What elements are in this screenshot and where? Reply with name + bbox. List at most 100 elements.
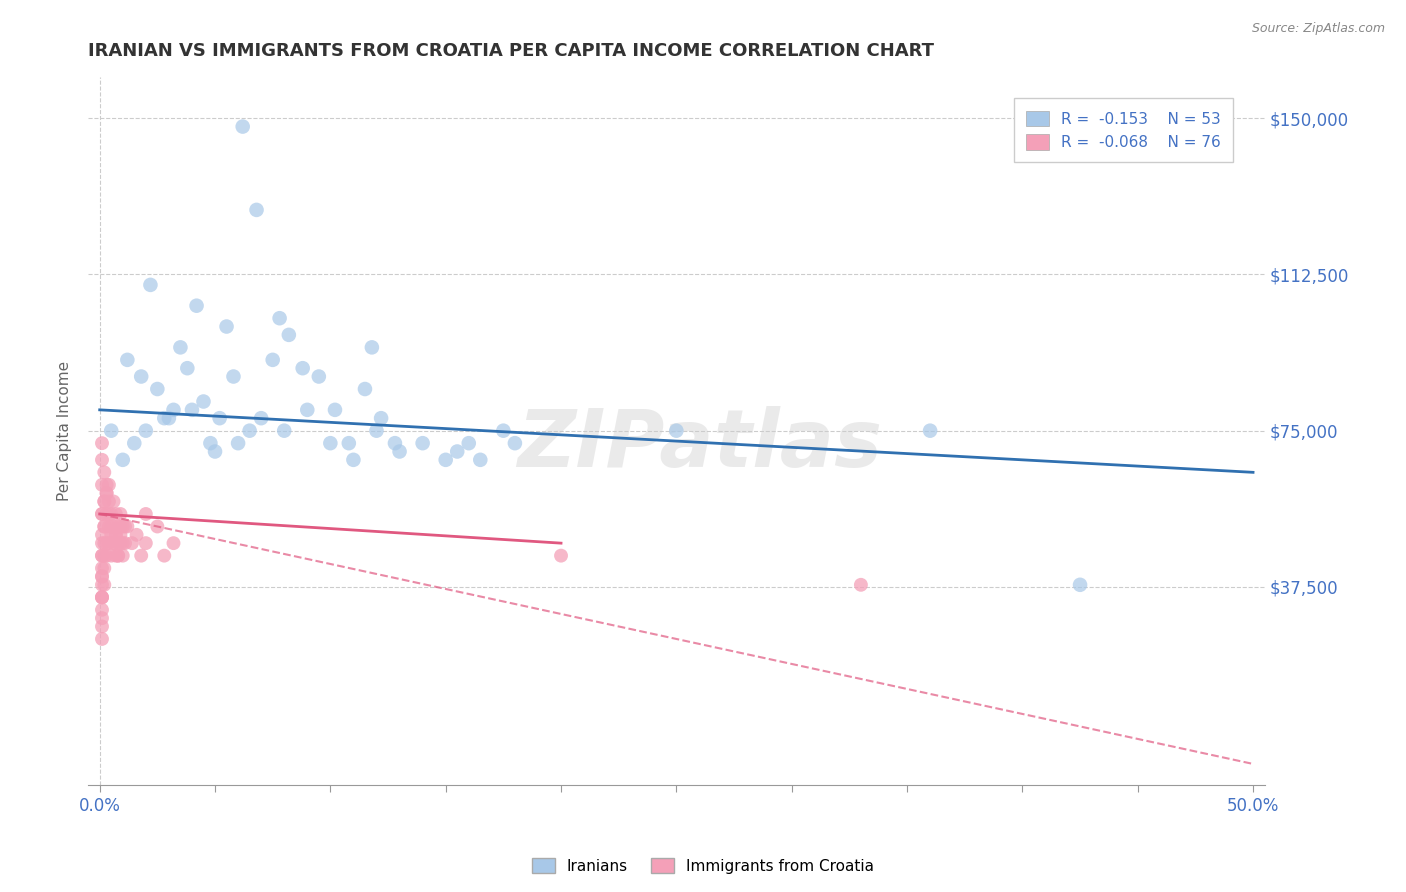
Point xyxy=(97,494,120,508)
Point xyxy=(100,549,122,563)
Point xyxy=(121,536,143,550)
Point xyxy=(434,453,457,467)
Point xyxy=(103,536,125,550)
Point xyxy=(104,528,127,542)
Point xyxy=(366,424,388,438)
Legend: R =  -0.153    N = 53, R =  -0.068    N = 76: R = -0.153 N = 53, R = -0.068 N = 76 xyxy=(1014,98,1233,162)
Point xyxy=(103,519,125,533)
Point xyxy=(107,519,129,533)
Point xyxy=(91,591,114,605)
Point xyxy=(319,436,342,450)
Point xyxy=(91,436,114,450)
Point xyxy=(107,549,129,563)
Point xyxy=(100,507,122,521)
Point xyxy=(96,536,118,550)
Point xyxy=(110,519,132,533)
Point xyxy=(412,436,434,450)
Point xyxy=(323,402,346,417)
Point xyxy=(91,611,114,625)
Point xyxy=(97,507,120,521)
Point xyxy=(100,424,122,438)
Point xyxy=(91,507,114,521)
Point xyxy=(135,536,157,550)
Point xyxy=(181,402,204,417)
Point xyxy=(96,507,118,521)
Point xyxy=(245,202,267,217)
Point xyxy=(232,120,254,134)
Point xyxy=(114,536,136,550)
Point xyxy=(129,369,152,384)
Y-axis label: Per Capita Income: Per Capita Income xyxy=(58,360,72,500)
Point xyxy=(193,394,215,409)
Point xyxy=(111,536,134,550)
Point xyxy=(110,536,132,550)
Point xyxy=(107,536,129,550)
Point xyxy=(93,561,115,575)
Point xyxy=(492,424,515,438)
Point xyxy=(91,549,114,563)
Point xyxy=(93,578,115,592)
Point xyxy=(215,319,238,334)
Point xyxy=(110,507,132,521)
Point xyxy=(222,369,245,384)
Point xyxy=(117,352,139,367)
Point xyxy=(208,411,231,425)
Point xyxy=(169,340,191,354)
Point xyxy=(388,444,411,458)
Point xyxy=(457,436,479,450)
Point xyxy=(91,591,114,605)
Point xyxy=(273,424,295,438)
Point xyxy=(93,536,115,550)
Text: ZIPatlas: ZIPatlas xyxy=(517,406,883,483)
Point xyxy=(384,436,406,450)
Point xyxy=(91,507,114,521)
Point xyxy=(104,549,127,563)
Point xyxy=(91,619,114,633)
Point xyxy=(91,578,114,592)
Point xyxy=(550,549,572,563)
Point xyxy=(139,277,162,292)
Text: IRANIAN VS IMMIGRANTS FROM CROATIA PER CAPITA INCOME CORRELATION CHART: IRANIAN VS IMMIGRANTS FROM CROATIA PER C… xyxy=(89,42,934,60)
Point xyxy=(129,549,152,563)
Point xyxy=(100,528,122,542)
Point xyxy=(146,382,169,396)
Point xyxy=(124,436,146,450)
Point xyxy=(920,424,942,438)
Point xyxy=(186,299,208,313)
Point xyxy=(107,549,129,563)
Point xyxy=(93,519,115,533)
Point xyxy=(96,486,118,500)
Point xyxy=(849,578,872,592)
Point xyxy=(146,519,169,533)
Point xyxy=(91,569,114,583)
Point xyxy=(470,453,492,467)
Point xyxy=(157,411,180,425)
Point xyxy=(269,311,291,326)
Point xyxy=(250,411,273,425)
Point xyxy=(91,453,114,467)
Point xyxy=(91,536,114,550)
Point xyxy=(97,478,120,492)
Point xyxy=(97,519,120,533)
Point xyxy=(111,453,134,467)
Point xyxy=(135,507,157,521)
Point xyxy=(117,519,139,533)
Point xyxy=(103,494,125,508)
Point xyxy=(103,536,125,550)
Point xyxy=(370,411,392,425)
Text: Source: ZipAtlas.com: Source: ZipAtlas.com xyxy=(1251,22,1385,36)
Point xyxy=(104,528,127,542)
Point xyxy=(91,591,114,605)
Point xyxy=(100,519,122,533)
Point xyxy=(111,549,134,563)
Point xyxy=(162,536,184,550)
Point xyxy=(354,382,377,396)
Point xyxy=(91,632,114,646)
Point xyxy=(104,507,127,521)
Point xyxy=(342,453,364,467)
Point xyxy=(162,402,184,417)
Point xyxy=(93,494,115,508)
Point xyxy=(91,603,114,617)
Point xyxy=(176,361,198,376)
Point xyxy=(93,519,115,533)
